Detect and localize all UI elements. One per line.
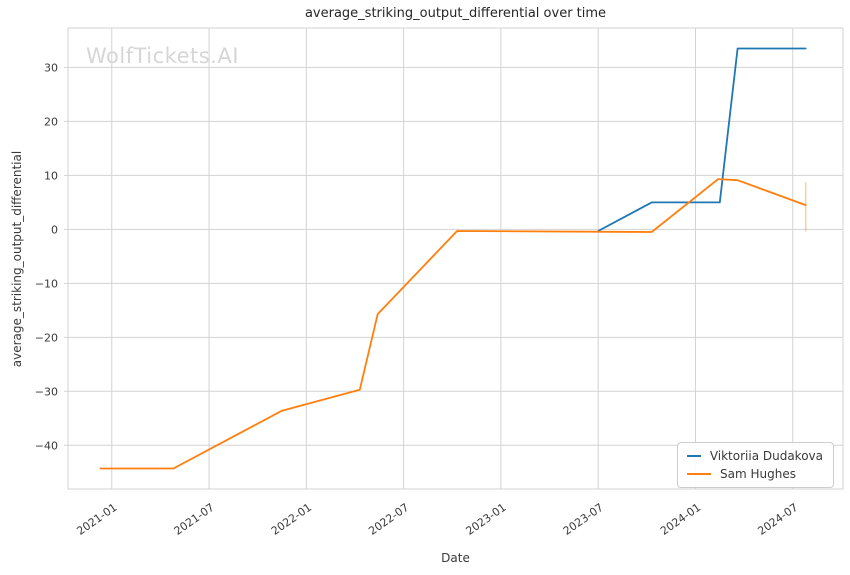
series-line-sam-hughes (99, 178, 807, 470)
y-tick-label: −30 (35, 385, 58, 398)
x-tick-label: 2021-07 (172, 501, 217, 538)
x-tick-label: 2022-01 (269, 501, 314, 538)
legend: Viktoriia Dudakova Sam Hughes (677, 442, 834, 488)
y-tick-label: −10 (35, 277, 58, 290)
y-tick-label: 30 (44, 61, 58, 74)
legend-item-viktoriia-dudakova: Viktoriia Dudakova (687, 449, 823, 463)
legend-line-sample-blue (687, 455, 701, 457)
y-tick-label: 0 (51, 223, 58, 236)
legend-label: Sam Hughes (720, 467, 796, 481)
plot-border (67, 27, 844, 490)
x-tick-label: 2023-07 (561, 501, 606, 538)
y-tick-label: 10 (44, 169, 58, 182)
y-tick-label: −20 (35, 331, 58, 344)
watermark: WolfTickets.AI (86, 44, 239, 68)
legend-line-sample-orange (687, 473, 711, 475)
x-tick-label: 2024-01 (658, 501, 703, 538)
x-tick-label: 2022-07 (366, 501, 411, 538)
y-axis-label: average_striking_output_differential (10, 150, 24, 368)
chart-title: average_striking_output_differential ove… (304, 6, 607, 21)
x-tick-label: 2021-01 (74, 501, 119, 538)
x-axis-label: Date (441, 551, 470, 565)
x-tick-label: 2024-07 (755, 501, 800, 538)
x-tick-label: 2023-01 (464, 501, 509, 538)
legend-label: Viktoriia Dudakova (709, 449, 823, 463)
y-tick-label: 20 (44, 115, 58, 128)
series-line-viktoriia-dudakova (597, 47, 807, 232)
legend-item-sam-hughes: Sam Hughes (687, 467, 823, 481)
y-tick-label: −40 (35, 439, 58, 452)
